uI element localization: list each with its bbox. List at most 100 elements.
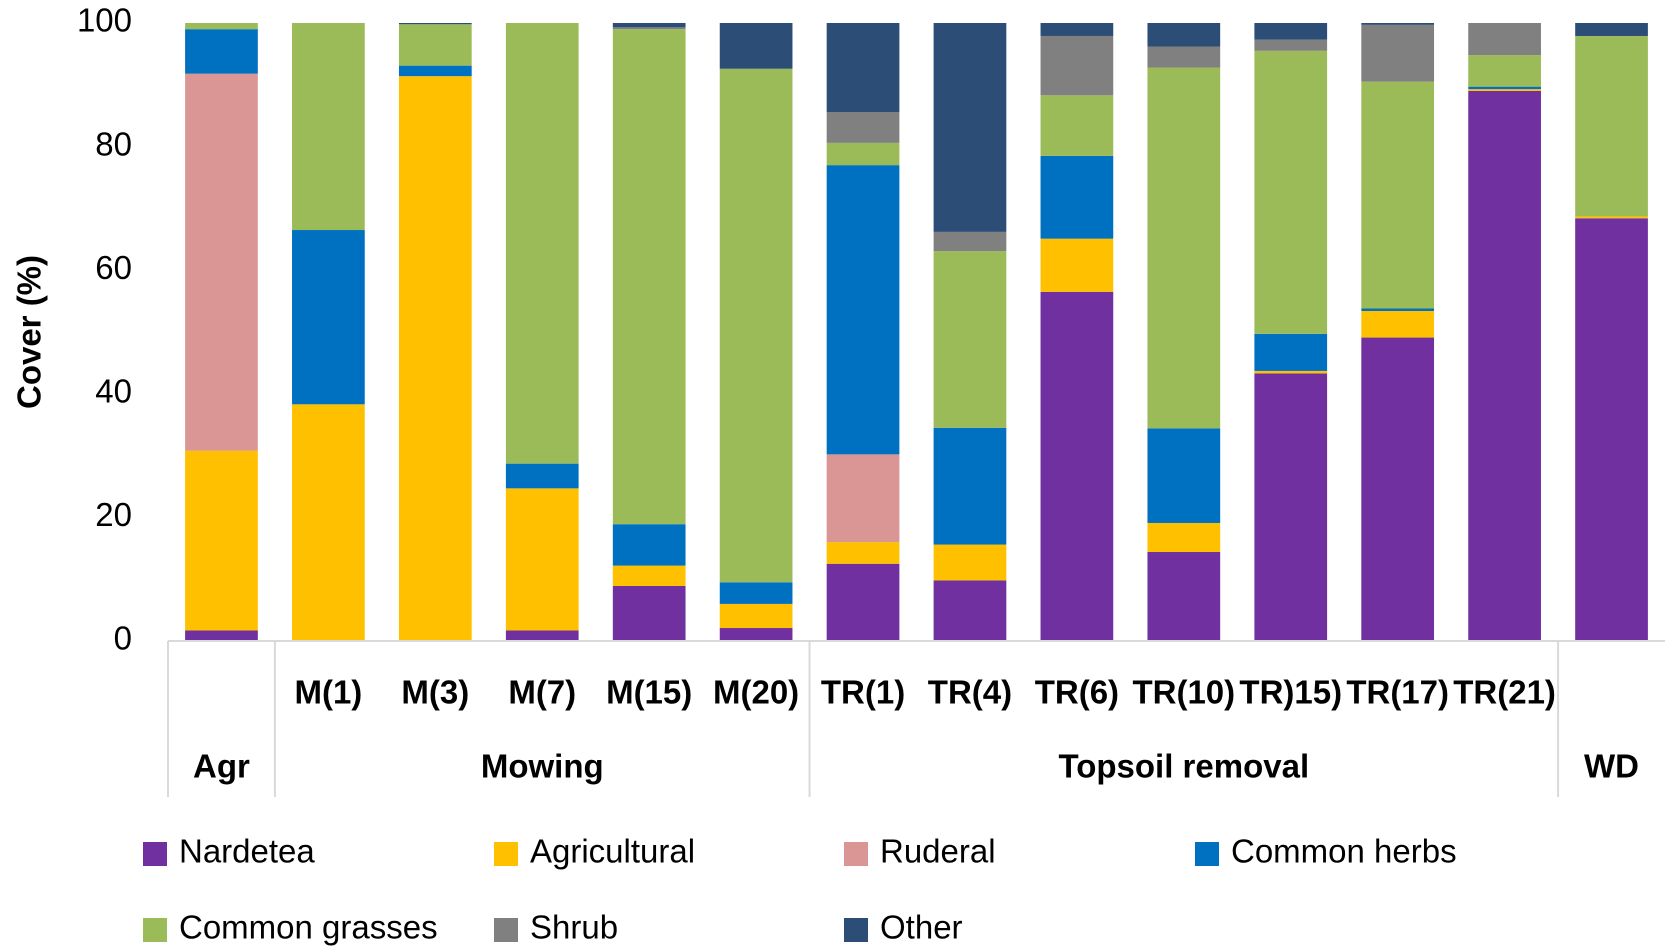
bar-segment <box>1468 86 1541 90</box>
x-tick-label: TR(21) <box>1453 674 1556 711</box>
bar-segment <box>719 628 793 641</box>
bar-segment <box>185 450 258 631</box>
legend-label: Shrub <box>530 909 618 946</box>
bar-segment <box>612 23 686 28</box>
bar-segment <box>1361 24 1435 82</box>
bar-segment <box>292 404 365 641</box>
bar-segment <box>1040 95 1114 156</box>
group-label: Agr <box>193 748 250 785</box>
bar-segment <box>505 630 579 641</box>
legend-swatch <box>494 918 518 942</box>
bar-segment <box>719 603 793 629</box>
legend-swatch <box>1195 842 1219 866</box>
bar-segment <box>933 580 1007 641</box>
group-label: Topsoil removal <box>1059 748 1310 785</box>
bar-segment <box>1254 333 1328 371</box>
x-tick-label: M(1) <box>294 674 362 711</box>
bar-segment <box>612 29 686 525</box>
x-tick-label: M(7) <box>508 674 576 711</box>
legend-swatch <box>844 842 868 866</box>
bar-segment <box>505 488 579 631</box>
bar-segment <box>1040 155 1114 239</box>
bar-segment <box>1575 216 1648 219</box>
bar-segment <box>1040 23 1114 36</box>
bar-segment <box>1468 89 1541 91</box>
bar-segment <box>398 76 472 641</box>
x-tick-label: M(3) <box>401 674 469 711</box>
y-tick-label: 0 <box>114 620 132 657</box>
bar-segment <box>1147 552 1221 641</box>
x-tick-label: TR(17) <box>1346 674 1449 711</box>
legend-swatch <box>494 842 518 866</box>
y-tick-label: 80 <box>95 125 132 162</box>
legend-label: Nardetea <box>179 833 315 870</box>
bar-segment <box>1040 291 1114 641</box>
x-tick-label: TR)15) <box>1239 674 1342 711</box>
bar-segment <box>1575 23 1648 36</box>
bar-segment <box>612 565 686 586</box>
bar-segment <box>1147 428 1221 523</box>
y-tick-label: 40 <box>95 373 132 410</box>
bar-segment <box>1468 55 1541 87</box>
x-tick-label: TR(1) <box>821 674 905 711</box>
bar-segment <box>719 68 793 583</box>
legend-label: Agricultural <box>530 833 695 870</box>
bar-segment <box>1040 238 1114 292</box>
bar-segment <box>1468 90 1541 642</box>
bar-segment <box>185 73 258 451</box>
bar-segment <box>1254 373 1328 641</box>
y-tick-label: 20 <box>95 496 132 533</box>
bar-segment <box>612 524 686 566</box>
legend-label: Common herbs <box>1231 833 1457 870</box>
bar-segment <box>826 23 900 112</box>
bar-segment <box>1254 370 1328 374</box>
bar-segment <box>185 23 258 30</box>
bar-segment <box>933 427 1007 545</box>
bar-segment <box>826 142 900 166</box>
bar-segment <box>505 463 579 489</box>
bar-segment <box>1254 50 1328 334</box>
bar-segment <box>826 563 900 641</box>
bar-segment <box>612 585 686 641</box>
bar-segment <box>1361 81 1435 309</box>
legend-label: Common grasses <box>179 909 438 946</box>
bar-segment <box>398 24 472 66</box>
bar-segment <box>933 231 1007 252</box>
x-tick-label: TR(4) <box>928 674 1012 711</box>
bar-segment <box>933 544 1007 581</box>
legend-label: Other <box>880 909 963 946</box>
x-tick-label: M(20) <box>713 674 799 711</box>
bar-segment <box>1147 522 1221 553</box>
bar-segment <box>505 23 579 464</box>
bar-segment <box>1361 308 1435 311</box>
bar-segment <box>398 23 472 25</box>
bar-segment <box>719 23 793 69</box>
legend-swatch <box>143 842 167 866</box>
bar-segment <box>1254 23 1328 40</box>
bar-segment <box>185 29 258 74</box>
y-tick-label: 60 <box>95 249 132 286</box>
bar-segment <box>1147 23 1221 47</box>
bar-segment <box>1575 218 1648 641</box>
group-label: Mowing <box>481 748 604 785</box>
bar-segment <box>1468 23 1541 56</box>
y-axis-label: Cover (%) <box>11 255 48 409</box>
bar-segment <box>398 65 472 77</box>
bar-segment <box>933 251 1007 428</box>
bar-segment <box>826 454 900 543</box>
legend-swatch <box>143 918 167 942</box>
bar-segment <box>1361 310 1435 338</box>
bar-segment <box>185 630 258 641</box>
bar-segment <box>826 542 900 564</box>
legend-swatch <box>844 918 868 942</box>
bar-segment <box>826 165 900 455</box>
bar-segment <box>1575 35 1648 217</box>
bar-segment <box>1040 35 1114 96</box>
legend-label: Ruderal <box>880 833 996 870</box>
bar-segment <box>292 23 365 231</box>
bar-segment <box>1147 46 1221 68</box>
x-tick-label: M(15) <box>606 674 692 711</box>
bar-segment <box>1361 337 1435 641</box>
bar-segment <box>1254 39 1328 51</box>
